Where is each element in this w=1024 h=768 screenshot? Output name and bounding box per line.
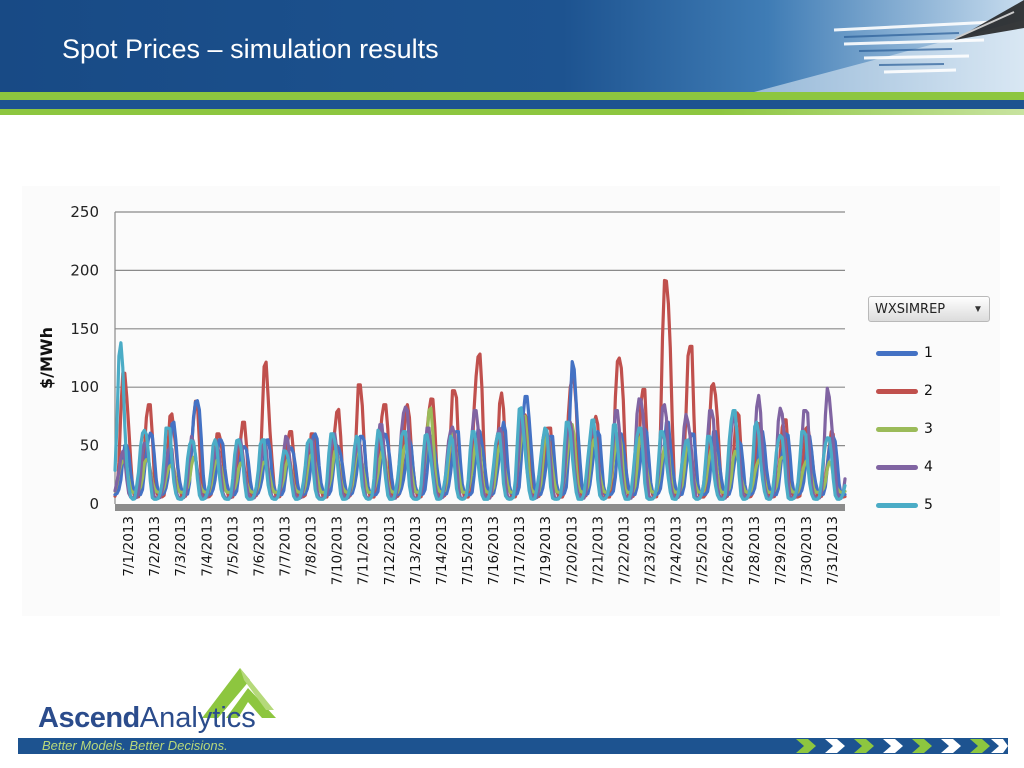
x-tick-label: 7/30/2013 (799, 516, 815, 585)
legend-item-1: 1 (876, 334, 992, 372)
legend-swatch-5 (876, 502, 918, 508)
x-tick-label: 7/25/2013 (695, 516, 711, 585)
legend-label-1: 1 (924, 345, 933, 361)
x-tick-label: 7/31/2013 (825, 516, 841, 585)
legend-swatch-4 (876, 464, 918, 470)
company-logo: AscendAnalytics (36, 666, 286, 738)
x-tick-label: 7/16/2013 (486, 516, 502, 585)
legend-swatch-2 (876, 388, 918, 394)
company-name-rest: Analytics (139, 702, 256, 734)
logo-chevron-mark-icon (202, 668, 276, 718)
y-tick-label: 150 (70, 320, 99, 338)
company-name-bold: Ascend (38, 702, 140, 734)
legend-swatch-1 (876, 350, 918, 356)
chart-panel: 0 50 100 150 200 250 $/MWh 7/1/2013 7/2/2013 7/3/… (22, 186, 1000, 616)
x-tick-label: 7/1/2013 (121, 516, 137, 577)
x-tick-label: 7/15/2013 (460, 516, 476, 585)
x-tick-label: 7/17/2013 (512, 516, 528, 585)
x-tick-label: 7/24/2013 (669, 516, 685, 585)
legend-item-5: 5 (876, 486, 992, 524)
x-tick-label: 7/29/2013 (773, 516, 789, 585)
series-line-5 (113, 341, 847, 501)
x-tick-label: 7/19/2013 (538, 516, 554, 585)
x-tick-label: 7/13/2013 (408, 516, 424, 585)
y-axis-label: $/MWh (37, 327, 56, 389)
legend-label-3: 3 (924, 421, 933, 437)
legend-swatch-3 (876, 426, 918, 432)
footer-bar (18, 738, 1008, 754)
dropdown-arrow-icon[interactable]: ▼ (973, 303, 983, 315)
y-tick-label: 50 (80, 437, 99, 455)
legend-label-4: 4 (924, 459, 933, 475)
x-tick-label: 7/26/2013 (721, 516, 737, 585)
header-stripe-blue (0, 100, 1024, 109)
x-tick-label: 7/5/2013 (225, 516, 241, 577)
x-tick-label: 7/7/2013 (277, 516, 293, 577)
series-line-1 (113, 360, 847, 497)
legend-item-3: 3 (876, 410, 992, 448)
x-axis-band (115, 504, 845, 511)
series-filter-label: WXSIMREP (875, 301, 946, 317)
x-tick-label: 7/22/2013 (616, 516, 632, 585)
x-tick-label: 7/23/2013 (642, 516, 658, 585)
header-stripe-green (0, 92, 1024, 100)
legend-label-2: 2 (924, 383, 933, 399)
x-tick-label: 7/8/2013 (304, 516, 320, 577)
legend-items: 1 2 3 4 5 (868, 334, 992, 524)
slide-header: Spot Prices – simulation results (0, 0, 1024, 92)
legend-item-4: 4 (876, 448, 992, 486)
header-stripe-green-lower (0, 109, 1024, 115)
header-decoration-image (754, 0, 1024, 92)
legend-label-5: 5 (924, 497, 933, 513)
spot-price-line-chart: 0 50 100 150 200 250 $/MWh 7/1/2013 7/2/2013 7/3/… (37, 203, 847, 585)
x-tick-label: 7/28/2013 (747, 516, 763, 585)
x-tick-label: 7/3/2013 (173, 516, 189, 577)
slide-title: Spot Prices – simulation results (62, 34, 439, 64)
x-tick-label: 7/11/2013 (356, 516, 372, 585)
company-name: AscendAnalytics (38, 702, 256, 735)
x-tick-label: 7/12/2013 (382, 516, 398, 585)
footer-tagline: Better Models. Better Decisions. (42, 738, 228, 753)
y-tick-label: 0 (89, 495, 99, 513)
legend-item-2: 2 (876, 372, 992, 410)
x-tick-label: 7/20/2013 (564, 516, 580, 585)
x-tick-label: 7/2/2013 (147, 516, 163, 577)
y-tick-label: 100 (70, 378, 99, 396)
x-tick-label: 7/6/2013 (251, 516, 267, 577)
chart-legend: WXSIMREP ▼ 1 2 3 4 5 (868, 296, 992, 524)
series-filter-dropdown[interactable]: WXSIMREP ▼ (868, 296, 990, 322)
x-tick-label: 7/14/2013 (434, 516, 450, 585)
x-tick-label: 7/4/2013 (199, 516, 215, 577)
footer-chevrons-icon (796, 739, 1008, 753)
y-tick-label: 250 (70, 203, 99, 221)
x-tick-label: 7/10/2013 (330, 516, 346, 585)
y-tick-label: 200 (70, 261, 99, 279)
x-tick-label: 7/21/2013 (590, 516, 606, 585)
